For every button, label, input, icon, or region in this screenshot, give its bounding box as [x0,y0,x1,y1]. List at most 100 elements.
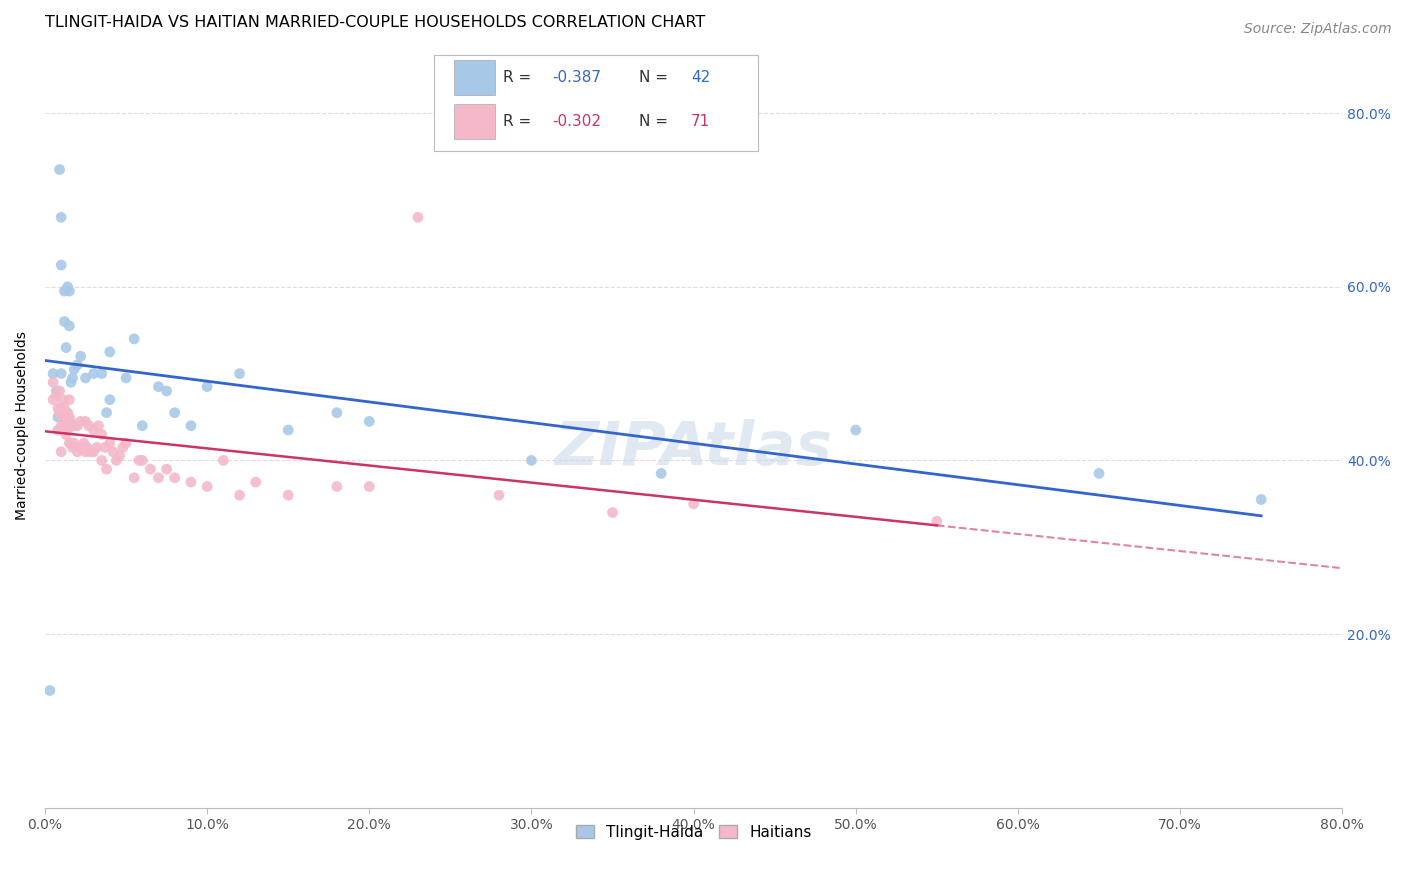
Point [148,471,170,485]
Point [45,384,67,398]
Text: -0.302: -0.302 [553,114,602,129]
Point [682,497,704,511]
Legend: Tlingit-Haida, Haitians: Tlingit-Haida, Haitians [569,819,818,846]
Point [925,514,948,528]
Point [90,453,112,467]
Point [46,401,69,416]
Point [48,162,70,177]
Text: N =: N = [640,114,673,129]
Point [155,384,177,398]
Point [139,462,162,476]
Point [90,427,112,442]
Text: TLINGIT-HAIDA VS HAITIAN MARRIED-COUPLE HOUSEHOLDS CORRELATION CHART: TLINGIT-HAIDA VS HAITIAN MARRIED-COUPLE … [45,15,706,30]
Point [46,410,69,425]
Point [63,362,86,376]
Point [111,441,134,455]
Point [53,284,76,298]
Point [51,418,73,433]
Point [195,479,218,493]
Point [488,488,510,502]
Point [326,479,349,493]
Point [73,436,96,450]
Point [180,475,202,490]
Text: 42: 42 [690,70,710,85]
Point [62,371,84,385]
Text: N =: N = [640,70,673,85]
Point [277,423,299,437]
Point [63,418,86,433]
Point [48,406,70,420]
Point [42,367,65,381]
Point [115,371,138,385]
Point [69,414,91,428]
Point [58,318,80,333]
Point [602,506,624,520]
Point [75,444,97,458]
Point [650,467,672,481]
Point [53,401,76,416]
Point [122,332,145,346]
Point [86,441,108,455]
Point [46,423,69,437]
Point [98,436,121,450]
Point [148,379,170,393]
Point [406,211,429,225]
Point [66,418,89,433]
Point [59,376,82,390]
Text: Source: ZipAtlas.com: Source: ZipAtlas.com [1244,22,1392,37]
Point [52,392,75,407]
Point [195,379,218,393]
Point [63,436,86,450]
Point [48,384,70,398]
Point [131,453,153,467]
Point [55,341,77,355]
Point [115,436,138,450]
Text: ZIPAtlas: ZIPAtlas [554,419,832,478]
Point [45,388,67,402]
Point [212,453,235,467]
Text: -0.387: -0.387 [553,70,602,85]
Point [51,367,73,381]
Point [98,392,121,407]
Point [245,475,267,490]
Point [83,444,105,458]
Point [56,406,79,420]
Point [122,471,145,485]
Point [69,349,91,363]
Point [83,367,105,381]
Point [42,392,65,407]
Point [51,401,73,416]
Point [128,453,150,467]
Point [520,453,543,467]
Point [53,314,76,328]
Point [105,453,128,467]
Point [58,410,80,425]
Point [83,423,105,437]
Point [326,406,349,420]
Point [59,414,82,428]
Point [96,462,118,476]
Point [90,367,112,381]
Point [38,683,60,698]
Point [51,211,73,225]
Point [51,258,73,272]
Text: R =: R = [503,70,536,85]
Point [58,436,80,450]
Point [58,284,80,298]
Point [58,392,80,407]
FancyBboxPatch shape [454,60,495,95]
Point [228,488,250,502]
Text: 71: 71 [690,114,710,129]
Point [66,444,89,458]
Text: R =: R = [503,114,536,129]
Point [75,371,97,385]
Point [163,471,186,485]
Point [98,345,121,359]
Point [59,436,82,450]
Point [108,449,131,463]
Point [96,406,118,420]
Point [94,441,117,455]
Y-axis label: Married-couple Households: Married-couple Households [15,331,30,520]
Point [62,418,84,433]
Point [277,488,299,502]
